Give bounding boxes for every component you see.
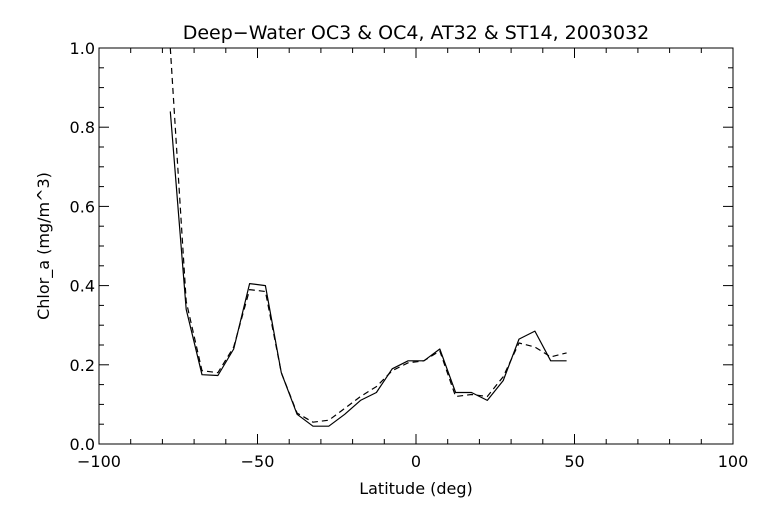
y-tick-label: 0.4 <box>70 277 95 296</box>
x-axis: −100 −50 0 50 100 <box>77 48 748 471</box>
x-tick-label: 100 <box>718 452 749 471</box>
y-axis-label: Chlor_a (mg/m^3) <box>34 172 54 320</box>
series-line-solid <box>169 111 567 427</box>
x-axis-label: Latitude (deg) <box>359 479 473 498</box>
x-tick-label: 50 <box>564 452 584 471</box>
y-tick-label: 0.8 <box>70 118 95 137</box>
x-tick-label: −50 <box>241 452 275 471</box>
y-axis: 0.0 0.2 0.4 0.6 0.8 1.0 <box>70 39 733 454</box>
x-tick-label: −100 <box>77 452 121 471</box>
plot-frame <box>98 47 734 445</box>
y-tick-label: 0.0 <box>70 435 95 454</box>
series-line-dashed <box>169 47 567 423</box>
x-tick-label: 0 <box>411 452 421 471</box>
y-tick-label: 1.0 <box>70 39 95 58</box>
y-tick-label: 0.2 <box>70 356 95 375</box>
series-layer <box>169 47 567 427</box>
chart-title: Deep−Water OC3 & OC4, AT32 & ST14, 20030… <box>183 22 650 44</box>
y-tick-label: 0.6 <box>70 197 95 216</box>
